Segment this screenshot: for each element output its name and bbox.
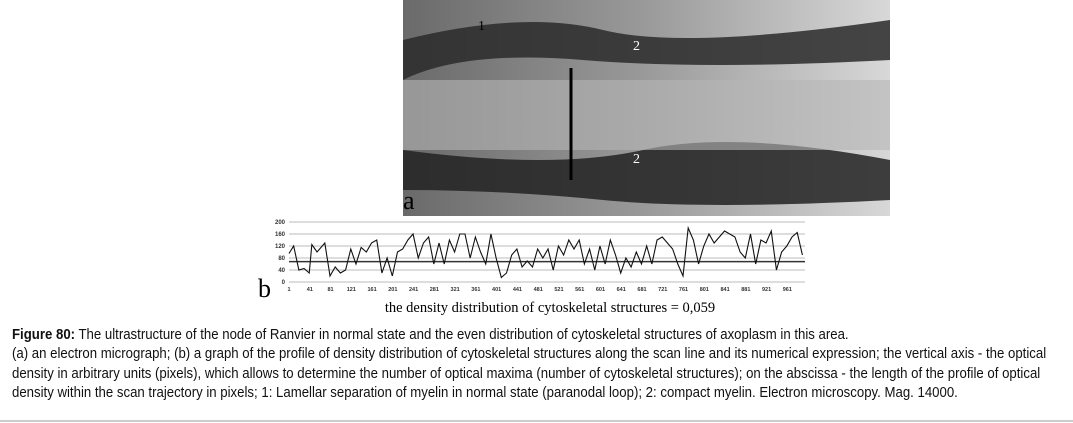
y-tick-label: 0 — [282, 280, 286, 286]
x-tick-label: 1 — [287, 287, 290, 293]
x-tick-label: 681 — [637, 287, 646, 293]
micrograph-label: 2 — [633, 39, 640, 54]
x-tick-label: 641 — [617, 287, 626, 293]
electron-micrograph: 2 2 1 — [403, 0, 890, 216]
x-tick-label: 161 — [367, 287, 376, 293]
x-tick-label: 441 — [513, 287, 522, 293]
x-tick-label: 121 — [347, 287, 356, 293]
x-tick-label: 401 — [492, 287, 501, 293]
panel-b-label: b — [258, 274, 271, 303]
x-tick-label: 721 — [658, 287, 667, 293]
y-tick-label: 160 — [275, 232, 286, 238]
x-tick-label: 281 — [430, 287, 439, 293]
chart-subtitle: the density distribution of cytoskeletal… — [384, 300, 716, 316]
y-tick-label: 80 — [278, 256, 285, 262]
panel-a-label: a — [403, 186, 415, 215]
x-tick-label: 881 — [741, 287, 750, 293]
caption-first-line: The ultrastructure of the node of Ranvie… — [75, 327, 849, 343]
y-tick-label: 200 — [275, 220, 286, 226]
x-tick-label: 361 — [471, 287, 480, 293]
x-tick-label: 561 — [575, 287, 584, 293]
x-tick-label: 801 — [700, 287, 709, 293]
x-tick-label: 921 — [762, 287, 771, 293]
caption-title: Figure 80: — [12, 327, 76, 343]
density-profile-chart: 0 40 80 120 160 200 1 41 81 121 161 201 241 281 321 361… — [275, 220, 805, 293]
y-tick-label: 40 — [278, 268, 285, 274]
x-tick-label: 601 — [596, 287, 605, 293]
x-tick-label: 761 — [679, 287, 688, 293]
micrograph-label: 2 — [633, 152, 640, 167]
y-tick-label: 120 — [275, 244, 286, 250]
density-series-line — [288, 225, 803, 279]
x-tick-label: 241 — [409, 287, 418, 293]
x-tick-label: 521 — [554, 287, 563, 293]
x-tick-label: 201 — [388, 287, 397, 293]
figure-caption: Figure 80: The ultrastructure of the nod… — [12, 326, 1059, 404]
x-tick-label: 81 — [327, 287, 333, 293]
micrograph-label: 1 — [478, 19, 485, 34]
x-tick-label: 41 — [307, 287, 313, 293]
x-tick-label: 321 — [451, 287, 460, 293]
x-tick-label: 481 — [534, 287, 543, 293]
divider — [0, 420, 1073, 422]
caption-body: (a) an electron micrograph; (b) a graph … — [12, 346, 1047, 402]
x-tick-label: 841 — [720, 287, 729, 293]
x-tick-label: 961 — [783, 287, 792, 293]
